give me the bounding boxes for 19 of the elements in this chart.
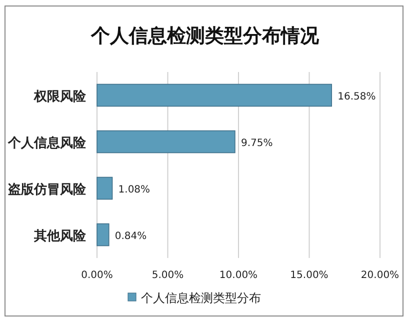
y-tick-label: 盗版仿冒风险 <box>8 182 87 198</box>
y-tick-label: 其他风险 <box>33 228 87 244</box>
legend-label: 个人信息检测类型分布 <box>141 291 261 305</box>
bar <box>96 130 236 154</box>
bar <box>96 84 332 107</box>
data-label: 1.08% <box>118 184 150 196</box>
y-tick-label: 个人信息风险 <box>7 134 87 151</box>
data-label: 0.84% <box>114 230 147 242</box>
bar <box>96 223 110 246</box>
data-label: 9.75% <box>240 138 273 149</box>
bar <box>96 176 113 200</box>
x-tick-label: 10.00% <box>219 270 258 281</box>
x-tick-label: 15.00% <box>290 270 328 281</box>
data-label: 16.58% <box>338 91 376 102</box>
x-tick-label: 0.00% <box>81 270 113 281</box>
x-tick-label: 20.00% <box>360 270 400 281</box>
chart-title: 个人信息检测类型分布情况 <box>90 25 320 47</box>
x-tick-label: 5.00% <box>152 270 184 281</box>
y-tick-label: 权限风险 <box>33 89 87 104</box>
